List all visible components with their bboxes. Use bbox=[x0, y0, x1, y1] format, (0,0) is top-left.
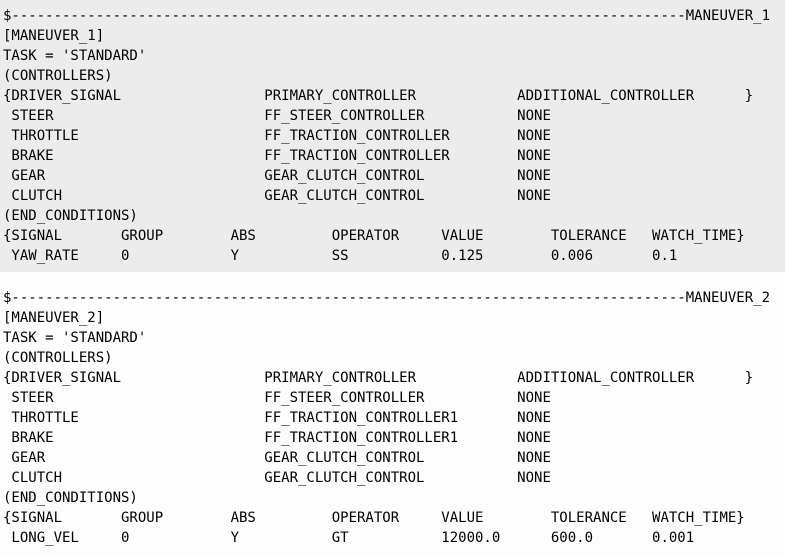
maneuver-1-block[interactable]: $---------------------------------------… bbox=[0, 0, 785, 272]
maneuver-2-block[interactable]: $---------------------------------------… bbox=[3, 290, 771, 546]
